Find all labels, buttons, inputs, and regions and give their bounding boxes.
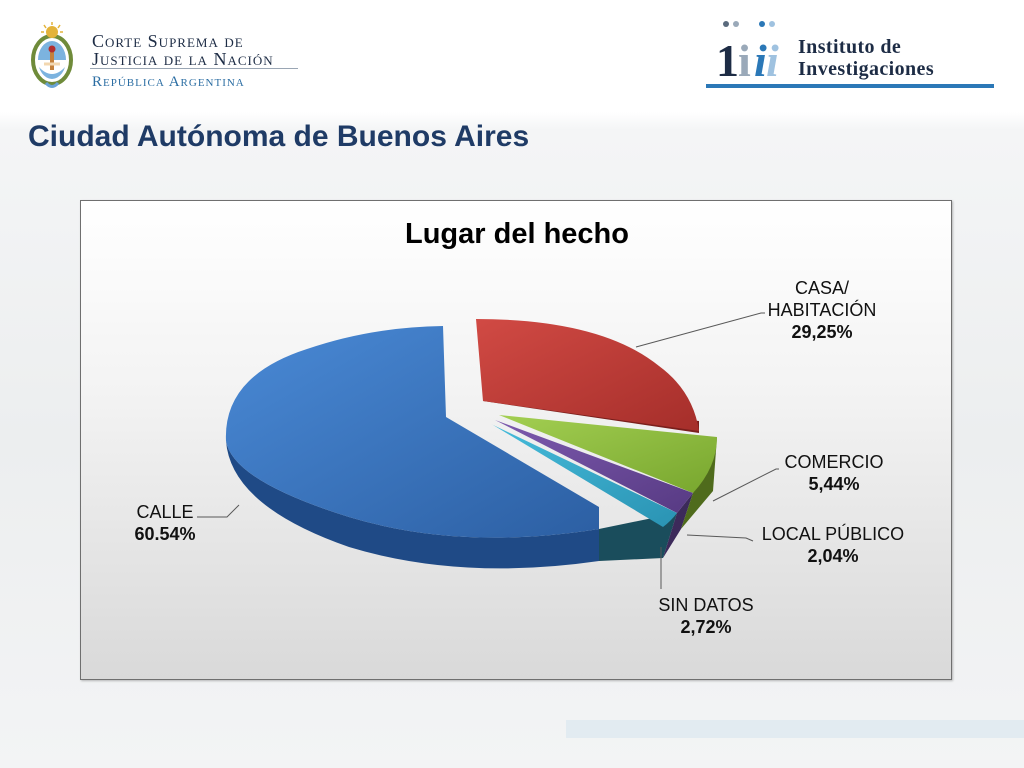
slice-label-calle-name: CALLE [136,502,194,522]
leader-line-casa [635,312,765,348]
svg-text:i: i [754,35,767,82]
chart-container: Lugar del hecho CASA/ HABITACIÓN 29,25% … [80,200,952,680]
header: Corte Suprema de Justicia de la Nación R… [0,0,1024,112]
slice-value-sin-datos: 2,72% [680,617,732,637]
slice-sin-datos [491,424,677,527]
slice-label-local-publico: LOCAL PÚBLICO 2,04% [745,523,921,567]
slice-comercio [499,415,717,493]
slice-label-comercio: COMERCIO 5,44% [769,451,899,495]
slice-value-casa-habitacion: 29,25% [791,322,853,342]
slice-label-casa-line2: HABITACIÓN [767,300,877,320]
institute-underline [706,84,994,88]
slice-value-calle: 60.54% [134,524,196,544]
page-title: Ciudad Autónoma de Buenos Aires [28,120,530,153]
leader-line-calle [197,504,240,518]
slice-label-sin-datos: SIN DATOS 2,72% [641,594,771,638]
slice-calle-side [226,441,599,569]
court-name-line-2: Justicia de la Nación [92,49,274,69]
slice-local-publico-side [663,493,693,558]
svg-text:i: i [738,35,751,82]
slice-label-local-publico-name: LOCAL PÚBLICO [761,524,905,544]
leader-line-comercio [712,468,779,502]
slice-sin-datos-side [599,513,677,561]
slice-label-comercio-name: COMERCIO [784,452,884,472]
pie-chart: Lugar del hecho [197,218,779,589]
svg-text:i: i [766,35,779,82]
slice-label-sin-datos-name: SIN DATOS [658,595,754,615]
institute-logo: 1 i i i [716,21,779,82]
leader-line-local-publico [686,534,754,542]
slice-label-casa-habitacion: CASA/ HABITACIÓN 29,25% [757,277,887,343]
slice-label-casa-line1: CASA/ [794,278,850,298]
institute-name-line-2: Investigaciones [798,58,934,80]
decorative-band [566,720,1024,738]
slice-local-publico [495,420,693,513]
slice-casa-habitacion [476,319,699,431]
chart-title: Lugar del hecho [405,218,629,250]
slice-value-comercio: 5,44% [808,474,860,494]
slice-label-calle: CALLE 60.54% [115,501,215,545]
svg-text:1: 1 [716,35,739,82]
header-divider [90,68,298,69]
coat-of-arms-logo [31,22,73,88]
institute-name-line-1: Instituto de [798,36,902,58]
slice-value-local-publico: 2,04% [807,546,859,566]
slice-calle [225,326,599,538]
country-name: República Argentina [92,74,245,90]
court-name-line-1: Corte Suprema de [92,31,244,51]
